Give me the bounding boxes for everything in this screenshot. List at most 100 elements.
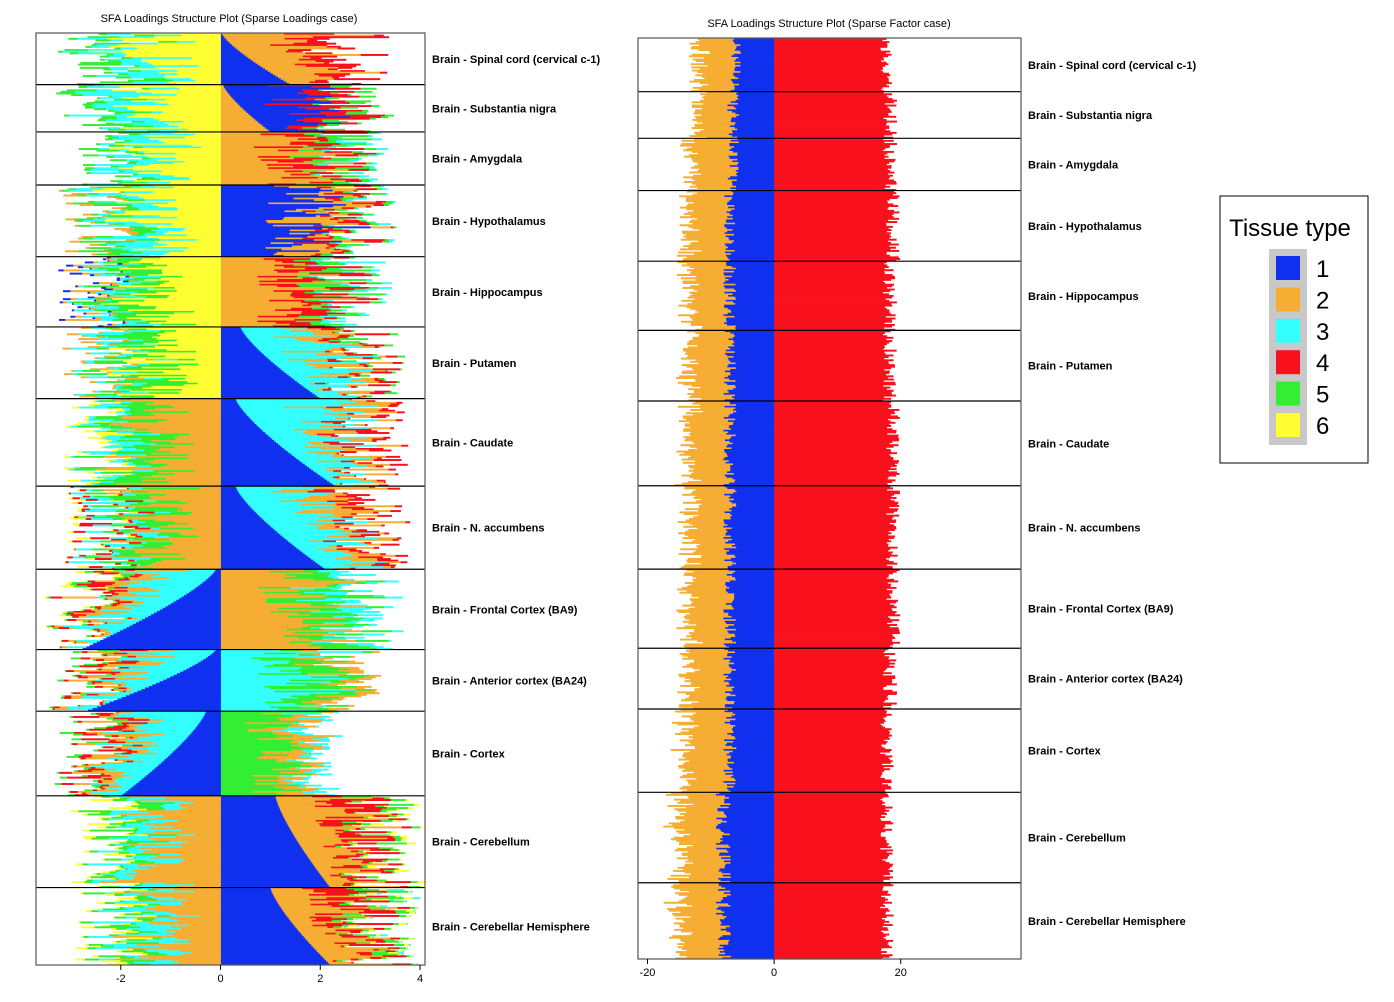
- bar-segment-neg: [194, 890, 221, 893]
- bar-segment-pos: [220, 839, 298, 842]
- bar-segment-neg: [117, 317, 127, 320]
- bar-segment-pos: [244, 411, 365, 414]
- bar-segment-neg: [189, 942, 221, 945]
- bar-segment-pos: [257, 120, 305, 123]
- bar-segment-neg: [110, 524, 168, 527]
- bar-segment-pos: [367, 853, 371, 856]
- bar-segment-neg: [96, 873, 101, 876]
- bar-segment-neg: [91, 837, 109, 840]
- bar-segment-neg: [158, 526, 221, 529]
- bar-segment-neg: [72, 615, 79, 618]
- bar-segment-neg: [119, 671, 149, 674]
- bar-segment-pos: [310, 903, 340, 906]
- bar-segment-pos: [220, 191, 320, 194]
- bar-segment-pos: [309, 942, 335, 945]
- bar-segment-pos: [373, 929, 376, 932]
- bar-segment-pos: [312, 36, 390, 39]
- bar-segment-pos: [220, 78, 282, 81]
- bar-segment-neg: [182, 741, 221, 744]
- bar-segment-neg: [127, 534, 131, 537]
- bar-segment-pos: [329, 443, 364, 446]
- bar-segment-pos: [220, 272, 310, 275]
- bar-segment-pos: [415, 911, 417, 914]
- bar-segment-pos: [341, 845, 345, 848]
- bar-segment-neg: [103, 591, 115, 594]
- bar-segment-pos: [265, 103, 313, 106]
- bar-segment-pos: [318, 74, 346, 77]
- bar-segment-neg: [64, 250, 79, 253]
- bar-segment-neg: [123, 271, 131, 273]
- bar-segment-neg: [87, 585, 106, 588]
- bar-segment-pos: [360, 397, 363, 399]
- bar-segment-pos: [248, 57, 311, 60]
- bar-segment-neg: [119, 712, 206, 715]
- bar-segment-pos: [387, 889, 405, 892]
- bar-segment-pos: [220, 387, 307, 390]
- bar-segment-pos: [315, 948, 374, 951]
- bar-segment-neg: [144, 948, 169, 951]
- bar-segment-pos: [315, 261, 340, 264]
- bar-segment-neg: [105, 631, 110, 634]
- bar-segment-neg: [129, 330, 160, 333]
- bar-segment-neg: [83, 768, 89, 771]
- bar-segment-neg: [154, 397, 221, 399]
- bar-segment-pos: [366, 196, 367, 199]
- bar-segment-neg: [52, 627, 59, 630]
- bar-segment-neg: [114, 259, 118, 262]
- bar-segment-neg: [97, 433, 133, 436]
- bar-segment-pos: [329, 231, 346, 234]
- bar-segment-pos: [220, 543, 293, 546]
- bar-segment-pos: [324, 317, 338, 320]
- bar-segment-neg: [67, 611, 74, 613]
- bar-segment-neg: [143, 152, 176, 155]
- bar-segment-pos: [362, 344, 385, 347]
- bar-segment-neg: [113, 577, 125, 580]
- bar-segment-pos: [366, 162, 373, 165]
- bar-segment-neg: [99, 81, 133, 84]
- bar-segment-pos: [220, 530, 277, 533]
- bar-segment-neg: [69, 715, 73, 718]
- bar-segment-pos: [393, 948, 395, 951]
- bar-segment-neg: [119, 842, 139, 845]
- bar-segment-neg: [110, 428, 135, 431]
- bar-segment-pos: [365, 381, 379, 384]
- bar-segment-neg: [142, 387, 221, 390]
- bar-segment-neg: [103, 290, 116, 293]
- bar-segment-neg: [128, 542, 142, 545]
- bar-segment-neg: [125, 239, 138, 242]
- bar-segment-pos: [337, 47, 356, 50]
- bar-segment-pos: [356, 189, 359, 192]
- bar-segment-neg: [115, 852, 119, 855]
- bar-segment-neg: [153, 401, 221, 404]
- bar-segment-neg: [130, 687, 146, 690]
- bar-segment-pos: [313, 295, 342, 297]
- bar-segment-neg: [114, 892, 221, 895]
- bar-segment-pos: [319, 255, 332, 258]
- bar-segment-pos: [315, 389, 324, 392]
- bar-segment-pos: [220, 301, 302, 304]
- bar-segment-pos: [314, 382, 326, 385]
- bar-segment-pos: [220, 341, 252, 344]
- bar-segment-pos: [382, 955, 407, 958]
- bar-segment-neg: [97, 192, 122, 195]
- bar-segment-neg: [125, 955, 140, 958]
- bar-segment-pos: [313, 470, 328, 473]
- bar-segment-pos: [220, 714, 293, 717]
- bar-segment-neg: [111, 604, 117, 607]
- bar-segment-neg: [202, 717, 221, 720]
- bar-segment-pos: [271, 360, 305, 363]
- bar-segment-pos: [299, 285, 351, 288]
- bar-segment-neg: [105, 108, 127, 111]
- bar-segment-pos: [317, 473, 366, 476]
- bar-segment-neg: [178, 961, 221, 964]
- bar-segment-neg: [80, 620, 84, 623]
- bar-segment-pos: [351, 508, 374, 511]
- bar-segment-neg: [188, 457, 221, 460]
- bar-segment-pos: [220, 172, 311, 175]
- bar-segment-pos: [365, 580, 386, 583]
- bar-segment-neg: [163, 882, 221, 885]
- bar-segment-pos: [233, 98, 273, 101]
- bar-segment-neg: [102, 530, 131, 533]
- bar-segment-neg: [77, 502, 83, 505]
- bar-segment-pos: [220, 679, 291, 682]
